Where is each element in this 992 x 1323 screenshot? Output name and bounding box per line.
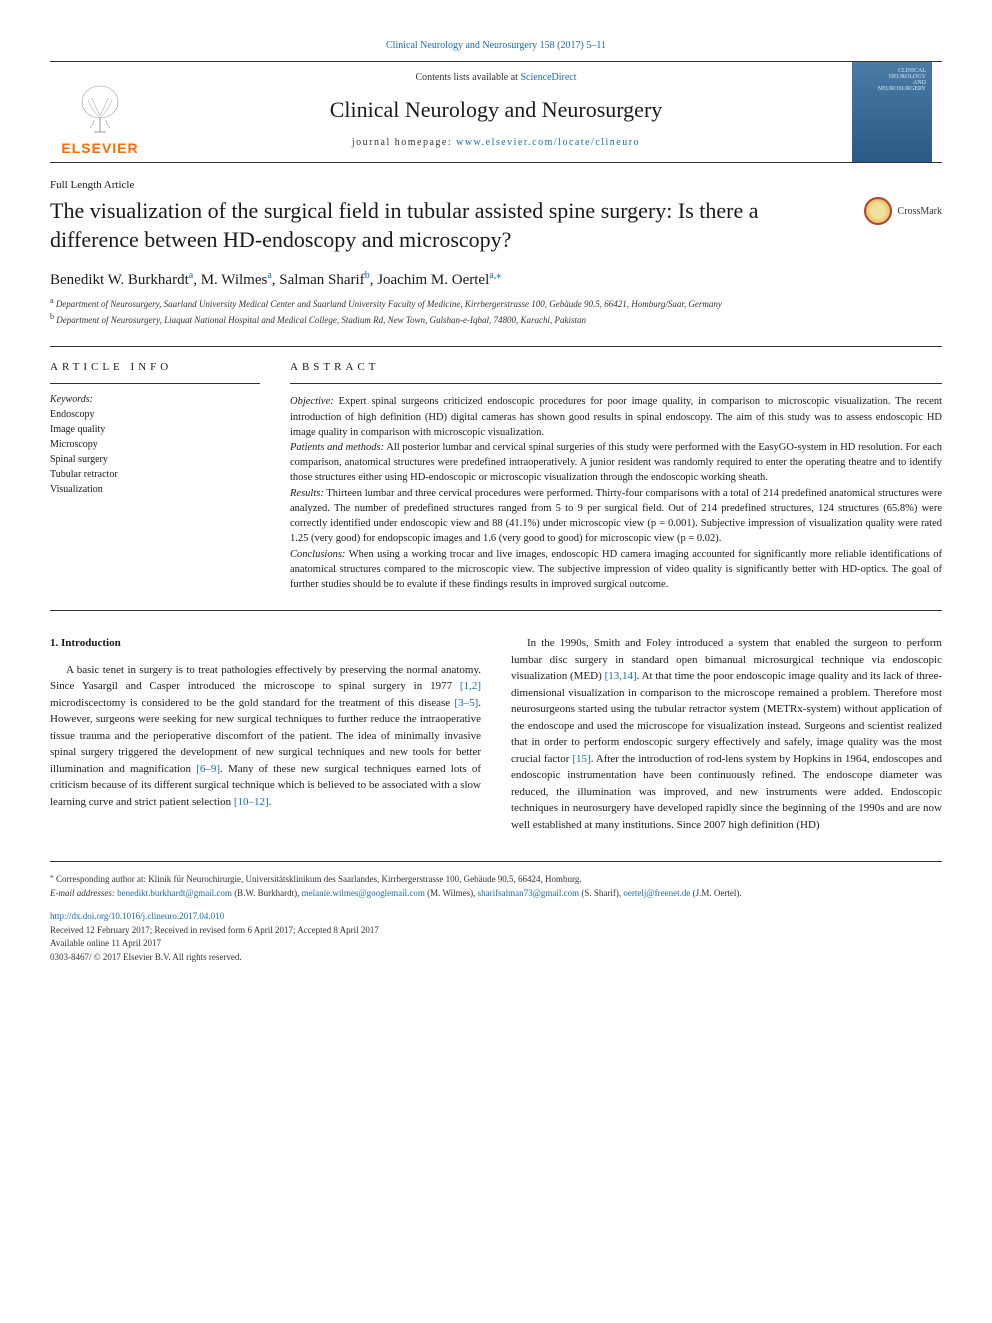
body-paragraph: A basic tenet in surgery is to treat pat… xyxy=(50,662,481,811)
keywords-label: Keywords: xyxy=(50,394,260,405)
journal-cover: CLINICAL NEUROLOGY AND NEUROSURGERY xyxy=(842,62,942,162)
journal-title: Clinical Neurology and Neurosurgery xyxy=(150,97,842,123)
elsevier-wordmark: ELSEVIER xyxy=(61,140,138,156)
footer: ⁎ Corresponding author at: Klinik für Ne… xyxy=(50,861,942,964)
article-title: The visualization of the surgical field … xyxy=(50,197,864,254)
contents-line: Contents lists available at ScienceDirec… xyxy=(150,72,842,83)
ref-link[interactable]: [1,2] xyxy=(460,680,481,692)
elsevier-logo: ELSEVIER xyxy=(50,62,150,162)
received-dates: Received 12 February 2017; Received in r… xyxy=(50,925,379,935)
cover-thumbnail: CLINICAL NEUROLOGY AND NEUROSURGERY xyxy=(852,62,932,162)
ref-link[interactable]: [3–5] xyxy=(454,697,478,709)
corresponding-symbol: ⁎ xyxy=(496,270,501,281)
abstract-results: Thirteen lumbar and three cervical proce… xyxy=(290,488,942,545)
ref-link[interactable]: [13,14] xyxy=(605,670,637,682)
introduction-heading: 1. Introduction xyxy=(50,635,481,652)
corresponding-author: ⁎ Corresponding author at: Klinik für Ne… xyxy=(50,870,942,887)
doi-block: http://dx.doi.org/10.1016/j.clineuro.201… xyxy=(50,910,942,964)
ref-link[interactable]: [10–12] xyxy=(234,796,269,808)
doi-link[interactable]: http://dx.doi.org/10.1016/j.clineuro.201… xyxy=(50,911,224,921)
abstract-objective: Expert spinal surgeons criticized endosc… xyxy=(290,396,942,437)
affiliation-a: Department of Neurosurgery, Saarland Uni… xyxy=(56,299,722,309)
abstract-objective-label: Objective: xyxy=(290,396,334,407)
abstract: ABSTRACT Objective: Expert spinal surgeo… xyxy=(290,347,942,592)
article-info: ARTICLE INFO Keywords: EndoscopyImage qu… xyxy=(50,347,260,592)
affiliation-b: Department of Neurosurgery, Liaquat Nati… xyxy=(56,315,586,325)
affiliations: a Department of Neurosurgery, Saarland U… xyxy=(50,295,942,326)
article-info-heading: ARTICLE INFO xyxy=(50,361,260,384)
contents-prefix: Contents lists available at xyxy=(415,72,520,83)
masthead-center: Contents lists available at ScienceDirec… xyxy=(150,62,842,162)
crossmark-badge[interactable]: CrossMark xyxy=(864,197,942,225)
sciencedirect-link[interactable]: ScienceDirect xyxy=(520,72,576,83)
available-online: Available online 11 April 2017 xyxy=(50,938,161,948)
ref-link[interactable]: [15] xyxy=(572,753,590,765)
abstract-conclusions: When using a working trocar and live ima… xyxy=(290,549,942,590)
cover-line: NEUROSURGERY xyxy=(878,86,926,92)
email-addresses: E-mail addresses: benedikt.burkhardt@gma… xyxy=(50,887,942,901)
crossmark-icon xyxy=(864,197,892,225)
abstract-conclusions-label: Conclusions: xyxy=(290,549,345,560)
copyright: 0303-8467/ © 2017 Elsevier B.V. All righ… xyxy=(50,952,242,962)
abstract-results-label: Results: xyxy=(290,488,324,499)
journal-homepage-link[interactable]: www.elsevier.com/locate/clineuro xyxy=(456,137,640,148)
body-text: 1. Introduction A basic tenet in surgery… xyxy=(50,635,942,833)
article-type: Full Length Article xyxy=(50,179,942,191)
keywords-list: EndoscopyImage qualityMicroscopySpinal s… xyxy=(50,407,260,497)
abstract-heading: ABSTRACT xyxy=(290,361,942,384)
body-paragraph: In the 1990s, Smith and Foley introduced… xyxy=(511,635,942,833)
authors: Benedikt W. Burkhardta, M. Wilmesa, Salm… xyxy=(50,270,942,289)
homepage-prefix: journal homepage: xyxy=(352,137,456,148)
header-citation: Clinical Neurology and Neurosurgery 158 … xyxy=(50,40,942,51)
homepage-line: journal homepage: www.elsevier.com/locat… xyxy=(150,137,842,148)
crossmark-label: CrossMark xyxy=(898,206,942,217)
elsevier-tree-icon xyxy=(70,80,130,140)
abstract-text: Objective: Expert spinal surgeons critic… xyxy=(290,394,942,592)
abstract-methods: All posterior lumbar and cervical spinal… xyxy=(290,442,942,483)
ref-link[interactable]: [6–9] xyxy=(196,763,220,775)
masthead: ELSEVIER Contents lists available at Sci… xyxy=(50,61,942,163)
abstract-methods-label: Patients and methods: xyxy=(290,442,384,453)
